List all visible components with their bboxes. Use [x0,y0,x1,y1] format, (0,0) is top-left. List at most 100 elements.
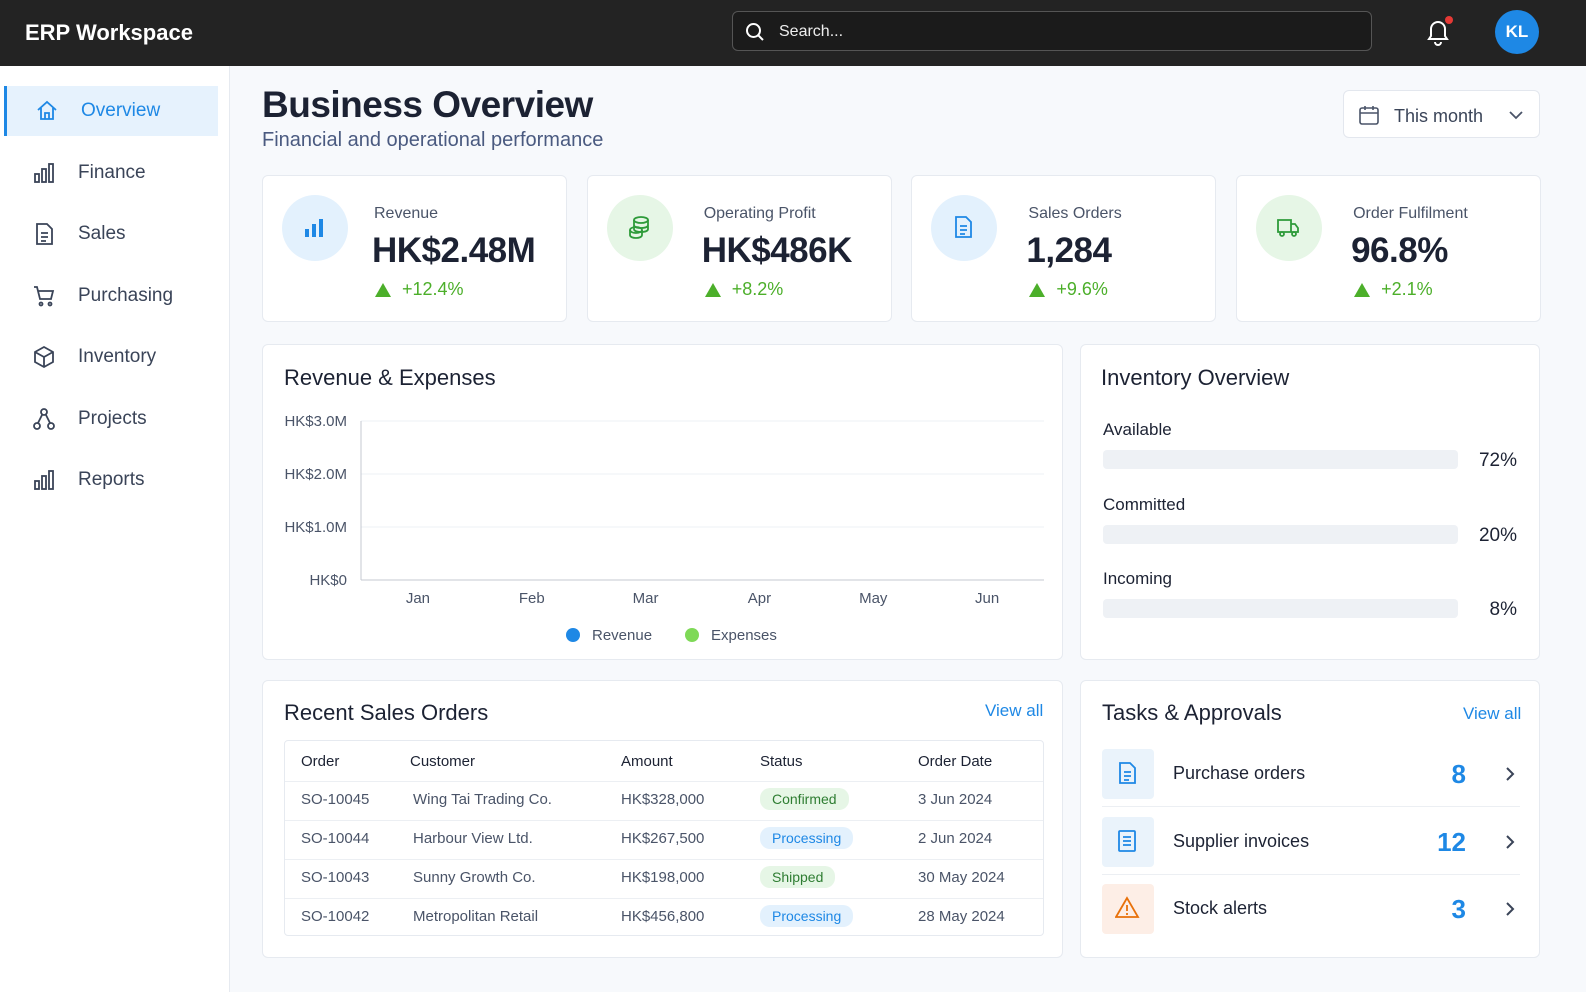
inventory-card: Inventory Overview Available 72% Committed 2… [1080,344,1540,660]
task-icon [1102,884,1154,934]
nav-label: Purchasing [78,284,174,306]
tasks-view-all[interactable]: View all [1463,704,1522,723]
notification-bell[interactable] [1424,16,1454,48]
column-header: Amount [621,753,673,770]
nav-icon [36,223,53,245]
kpi-icon [1256,195,1323,261]
x-tick-label: Jun [975,590,999,607]
nav-icon [34,162,54,183]
table-cell: Metropolitan Retail [413,908,539,925]
status-pill: Confirmed [760,788,849,810]
period-select[interactable]: This month [1343,90,1540,138]
inventory-percent: 20% [1478,524,1517,546]
row-divider [285,898,1043,899]
user-avatar[interactable]: KL [1495,10,1539,54]
legend-swatch [685,628,699,642]
nav-label: Projects [78,407,147,429]
search-box[interactable]: Search... [732,11,1372,51]
x-tick-label: Jan [406,590,430,607]
nav-label: Finance [78,161,146,183]
orders-title: Recent Sales Orders [284,700,489,725]
y-tick-label: HK$3.0M [284,413,347,430]
chevron-right [1506,767,1515,781]
table-cell: 3 Jun 2024 [918,791,993,808]
chart-card: Revenue & Expenses HK$0 HK$1.0M HK$2.0M HK$… [262,344,1063,660]
nav-item[interactable]: Purchasing [4,271,218,321]
table-cell: HK$328,000 [621,791,705,808]
kpi-change: +12.4% [402,279,464,299]
search-placeholder: Search... [779,23,844,40]
nav-label: Inventory [78,346,157,367]
kpi-change: +9.6% [1056,279,1108,299]
legend-swatch [566,628,580,642]
kpi-change: +2.1% [1381,279,1433,299]
chevron-right [1506,902,1515,916]
table-cell: HK$456,800 [621,908,705,925]
trend-up-icon [1029,283,1046,297]
kpi-value: 96.8% [1351,231,1448,270]
inventory-track [1103,450,1458,469]
nav-item[interactable]: Projects [4,394,218,444]
legend-label: Revenue [592,627,652,644]
status-pill: Processing [760,905,854,927]
kpi-value: HK$486K [701,231,853,270]
chevron-down [1509,111,1523,120]
kpi-label: Revenue [374,205,439,222]
table-cell: HK$267,500 [621,830,705,847]
kpi-change: +8.2% [731,279,784,299]
kpi-glyph [1277,219,1299,237]
task-icon [1102,816,1154,867]
x-tick-label: May [859,590,888,607]
task-divider [1102,873,1520,875]
nav-item[interactable]: Inventory [4,332,218,382]
kpi-label: Sales Orders [1028,205,1122,222]
nav-icon [34,345,54,369]
kpi-glyph [628,216,649,239]
table-cell: 28 May 2024 [918,908,1005,925]
page-title: Business Overview [262,84,593,125]
nav-item[interactable]: Overview [4,86,218,136]
nav-label: Reports [78,469,145,490]
inventory-label: Available [1103,420,1172,439]
status-pill: Processing [760,827,854,849]
kpi-icon [606,195,673,261]
table-cell: Sunny Growth Co. [413,869,536,886]
inventory-track [1103,524,1458,544]
inventory-title: Inventory Overview [1101,365,1290,390]
x-tick-label: Apr [748,590,771,607]
column-header: Order [301,753,340,770]
nav-icon [34,285,55,306]
tasks-card: Tasks & Approvals View all Purchase order… [1080,680,1540,958]
table-cell: Wing Tai Trading Co. [413,791,552,808]
task-label[interactable]: Purchase orders [1173,763,1306,783]
task-count: 3 [1451,894,1466,924]
kpi-label: Operating Profit [703,205,816,222]
inventory-percent: 72% [1478,450,1517,471]
inventory-label: Incoming [1103,569,1172,588]
task-label[interactable]: Supplier invoices [1173,830,1310,851]
table-cell: Harbour View Ltd. [413,830,533,847]
task-label[interactable]: Stock alerts [1173,898,1268,918]
kpi-card: Revenue HK$2.48M +12.4% [262,175,567,322]
task-count: 8 [1451,759,1466,789]
inventory-label: Committed [1103,494,1186,514]
kpi-value: HK$2.48M [372,231,536,270]
task-icon [1102,749,1154,799]
nav-item[interactable]: Reports [4,455,218,505]
task-glyph [1118,829,1136,852]
inventory-track [1103,599,1458,618]
row-divider [285,781,1043,782]
table-cell: 2 Jun 2024 [918,830,993,847]
app-title: ERP Workspace [25,20,193,45]
column-header: Status [760,753,803,770]
orders-view-all[interactable]: View all [985,701,1044,720]
table-cell: HK$198,000 [621,869,705,886]
trend-up-icon [704,283,721,297]
nav-icon [33,407,55,430]
nav-item[interactable]: Finance [4,148,218,198]
table-cell: 30 May 2024 [918,869,1005,886]
column-header: Order Date [918,753,993,770]
nav-item[interactable]: Sales [4,209,218,259]
nav-label: Overview [81,100,161,121]
